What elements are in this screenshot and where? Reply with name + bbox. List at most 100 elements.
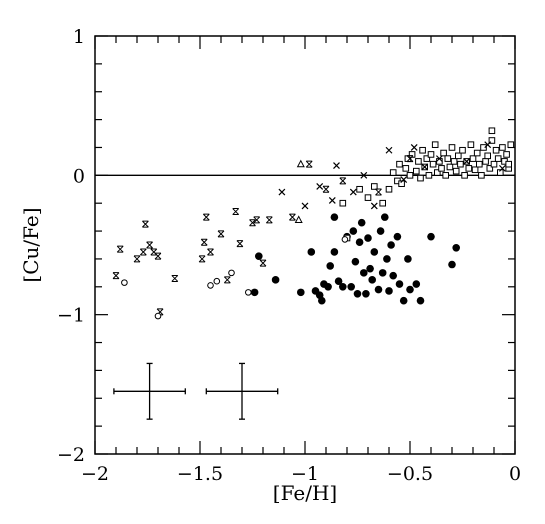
data-point-filled-circle [395,280,404,288]
data-point-filled-circle [250,288,259,297]
data-point-star [375,188,382,196]
data-point-open-square [457,160,464,168]
data-point-star [142,220,149,228]
data-point-star [133,255,141,263]
data-point-filled-circle [389,271,398,280]
data-point-star [112,272,120,280]
data-point-cross [435,155,443,163]
data-point-filled-circle [387,241,395,249]
data-point-open-circle [154,312,162,320]
data-point-open-square [440,149,447,157]
data-point-star [232,208,240,216]
data-point-open-square [389,169,397,176]
data-point-open-square [364,194,372,201]
data-point-open-square [406,172,414,179]
data-point-filled-circle [339,283,347,291]
data-point-open-triangle [294,215,303,224]
y-tick-label: −2 [57,444,85,466]
data-point-cross [498,164,506,172]
data-point-open-square [356,185,363,193]
data-point-open-square [444,155,452,162]
x-axis-ticks [94,36,516,454]
data-point-filled-circle [360,269,368,277]
data-point-open-square [438,165,445,172]
y-tick-label: −1 [57,305,85,327]
data-point-filled-circle [364,234,372,242]
data-point-open-square [396,160,403,168]
data-point-filled-circle [412,280,421,288]
data-point-filled-circle [324,283,332,291]
data-point-filled-circle [448,260,456,269]
data-point-open-square [379,199,386,207]
data-point-open-square [371,183,378,190]
data-point-star [223,276,231,284]
data-point-star [322,185,330,193]
data-point-filled-circle [393,232,402,241]
data-point-star [116,245,124,253]
data-point-open-triangle [296,159,305,168]
x-axis-tick-labels: −2 −1.5 −1 −0.5 0 [81,463,521,485]
data-point-star [146,241,153,249]
data-point-cross [301,202,309,210]
data-points [112,127,515,320]
data-point-filled-circle [357,218,366,227]
data-point-filled-circle [452,243,461,252]
data-point-filled-circle [374,285,383,294]
y-axis-tick-labels: −2 −1 0 1 [57,26,85,466]
data-point-open-circle [207,282,214,289]
data-point-star [339,177,347,185]
data-point-open-square [434,169,441,176]
data-point-filled-circle [330,213,339,221]
data-point-open-circle [245,289,252,296]
data-point-cross [360,171,368,179]
data-point-filled-circle [362,289,370,298]
data-point-filled-circle [368,276,377,284]
data-point-filled-circle [351,257,360,266]
data-point-filled-circle [353,289,362,298]
data-point-open-square [419,146,426,154]
data-point-filled-circle [404,255,412,263]
data-point-open-square [408,151,416,158]
data-point-open-square [469,155,477,162]
data-point-star [253,216,261,224]
data-point-cross [349,188,357,196]
data-point-filled-circle [355,238,364,247]
data-point-open-square [427,151,435,158]
x-tick-label: −2 [81,463,109,485]
data-point-cross [400,176,408,183]
data-point-filled-circle [334,277,343,286]
data-point-open-square [484,152,491,160]
data-point-open-square [417,174,424,182]
error-bars [113,362,279,420]
data-point-star [202,213,210,221]
data-point-open-square [448,144,456,151]
data-point-open-square [480,144,487,151]
x-tick-label: 0 [509,463,521,485]
data-point-filled-circle [307,248,316,256]
data-point-cross [278,188,286,196]
data-point-open-square [442,172,449,179]
data-point-open-circle [121,279,128,286]
data-point-star [200,238,208,246]
data-point-filled-circle [347,283,356,291]
data-point-filled-circle [366,264,374,273]
data-point-cross [370,202,378,210]
data-point-open-circle [228,269,235,277]
data-point-cross [410,144,418,151]
data-point-filled-circle [254,252,263,260]
data-point-open-square [385,185,393,193]
data-point-open-square [429,160,437,168]
data-point-star [154,252,162,260]
data-point-open-square [423,155,431,162]
data-point-open-square [492,146,500,154]
data-point-star [406,155,414,163]
y-tick-label: 0 [73,165,85,187]
data-point-cross [385,146,393,154]
data-point-filled-circle [349,227,358,235]
data-point-filled-circle [376,227,385,235]
data-point-filled-circle [271,276,280,284]
data-point-filled-circle [427,232,435,241]
data-point-filled-circle [416,296,425,305]
data-point-open-square [465,165,473,172]
